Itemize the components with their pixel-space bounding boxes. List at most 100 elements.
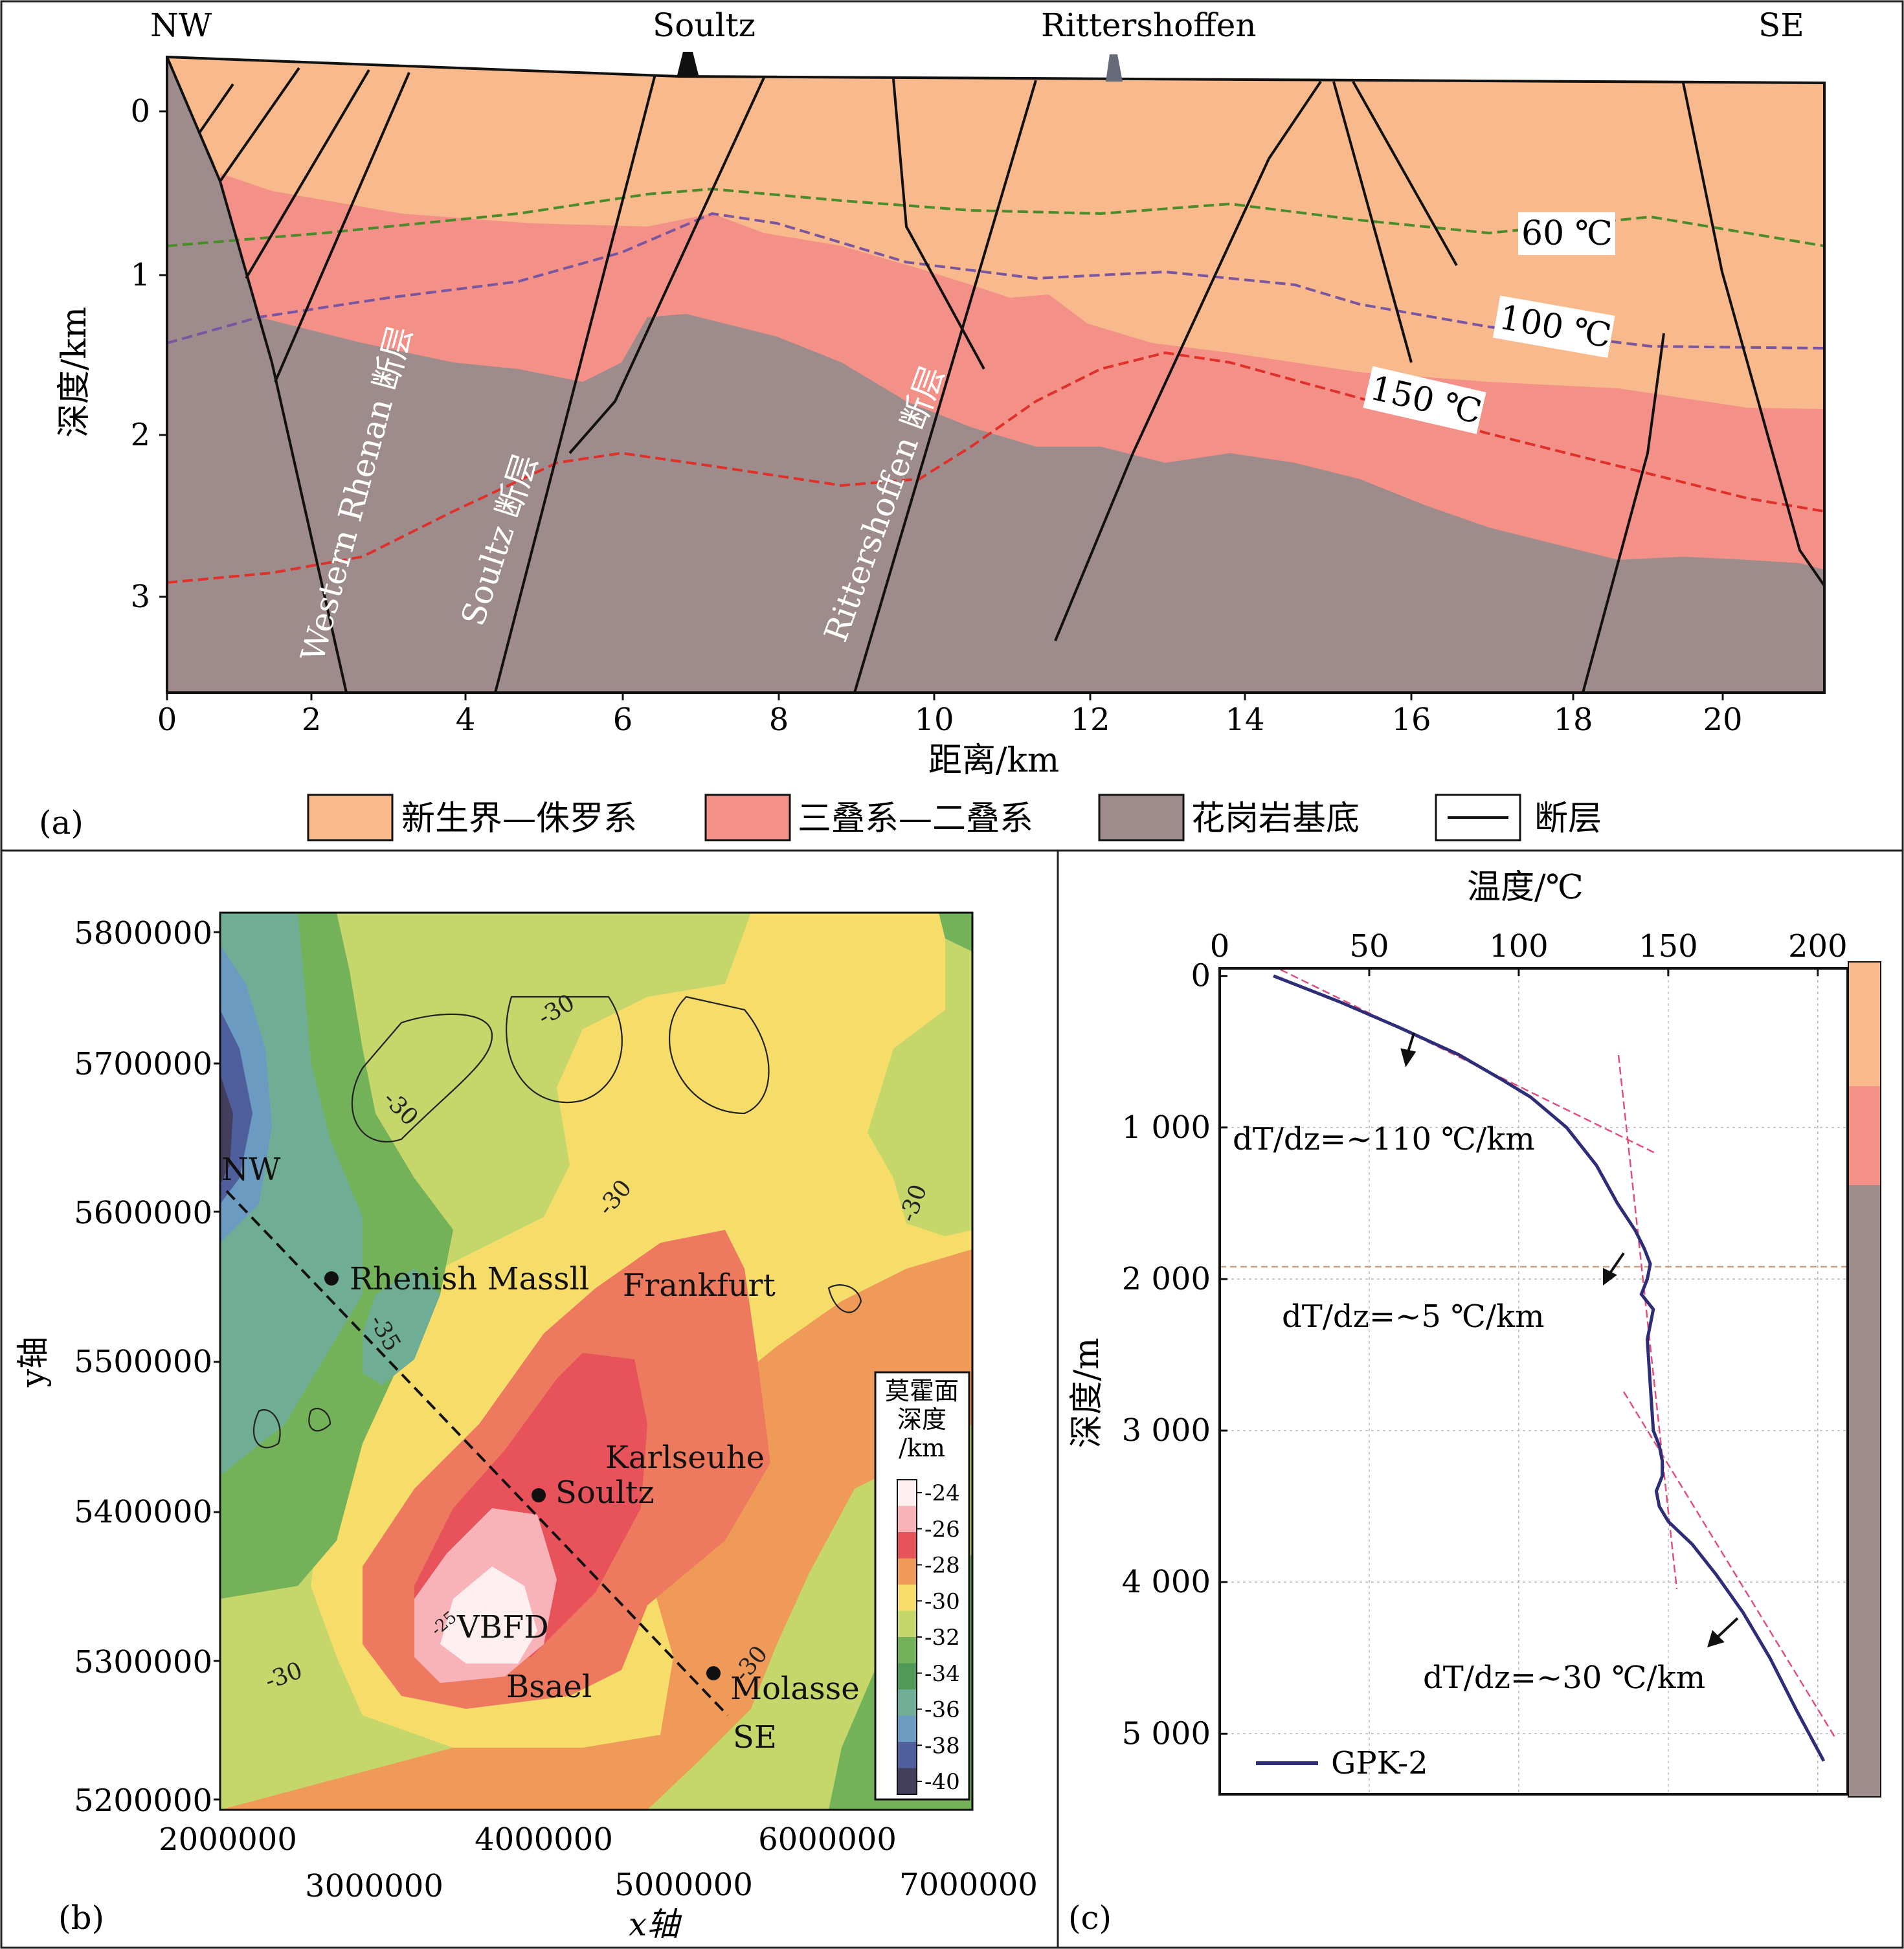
colorbar-label: -26: [924, 1517, 960, 1542]
legend-cenozoic: 新生界—侏罗系: [401, 799, 637, 838]
x-tick: 8: [769, 702, 789, 738]
profile-line: [225, 1190, 729, 1717]
colorbar-segment: [897, 1663, 917, 1690]
x-tick: 0: [157, 702, 177, 738]
x-tick: 150: [1639, 928, 1698, 964]
colorbar-label: -38: [924, 1733, 960, 1759]
colorbar-segment: [897, 1610, 917, 1638]
colorbar-label: -34: [924, 1661, 960, 1687]
panel-c-xlabel: 温度/℃: [1467, 868, 1584, 907]
strat-column: [1848, 961, 1881, 1798]
strat-frame: [1848, 961, 1881, 1798]
place-vbfd: VBFD: [456, 1609, 549, 1645]
x-tick: 100: [1489, 928, 1549, 964]
x-tick: 6000000: [758, 1821, 897, 1858]
place-karlseuhe: Karlseuhe: [605, 1440, 765, 1476]
fault-soultz: [494, 74, 656, 693]
colorbar-segment: [897, 1768, 917, 1795]
place-se: SE: [733, 1719, 777, 1755]
panel-a-x-tick-labels: 0 2 4 6 8 10 12 14 16 18 20: [157, 702, 1743, 738]
panel-a-y-ticks: [159, 110, 167, 598]
x-tick: 50: [1349, 928, 1389, 964]
colorbar-segment: [897, 1506, 917, 1533]
gradient-fit-lines: [1280, 968, 1837, 1739]
arrow-2: [1608, 1252, 1625, 1275]
isotherm-100: [167, 212, 1824, 350]
colorbar-segment: [897, 1715, 917, 1743]
panel-b-y-tick-labels: 5800000 5700000 5600000 5500000 5400000 …: [74, 915, 212, 1819]
panel-a-ylabel: 深度/km: [55, 307, 94, 438]
colorbar-segment: [897, 1532, 917, 1559]
fault-ritt-west: [892, 78, 985, 370]
fault-east-4: [1682, 82, 1824, 587]
moho-legend-title-1: 莫霍面: [885, 1377, 959, 1405]
legend-swatch-granite: [1098, 794, 1185, 841]
colorbar-label: -24: [924, 1480, 960, 1506]
place-frankfurt: Frankfurt: [623, 1267, 776, 1304]
y-tick: 2 000: [1122, 1261, 1211, 1297]
panel-c-ylabel: 深度/m: [1068, 1338, 1106, 1449]
y-tick: 5 000: [1122, 1715, 1211, 1752]
gradient-label-3: dT/dz=~30 ℃/km: [1423, 1660, 1705, 1696]
y-tick: 2: [130, 417, 150, 453]
x-tick: 3000000: [305, 1868, 443, 1904]
panel-b-xlabel: x轴: [629, 1906, 682, 1943]
fault-rittershoffen: [853, 80, 1037, 693]
moho-zone-24: [440, 1566, 537, 1664]
moho-zone-32-ne: [939, 913, 972, 952]
fault-east-2: [1332, 81, 1413, 363]
panel-a-x-ticks: [166, 693, 1724, 700]
y-tick: 5700000: [74, 1046, 212, 1082]
y-tick: 5400000: [74, 1494, 212, 1530]
panel-c-x-tick-labels: 0 50 100 150 200: [1210, 928, 1848, 964]
y-tick: 3: [130, 579, 150, 615]
moho-contours: [252, 996, 862, 1449]
y-tick: 5800000: [74, 915, 212, 952]
x-tick: 4: [456, 702, 476, 738]
rittershoffen-well-marker: [1106, 54, 1123, 82]
moho-zone-31-ne: [868, 913, 972, 1236]
y-tick: 5300000: [74, 1644, 212, 1680]
gradient-label-1: dT/dz=~110 ℃/km: [1233, 1121, 1535, 1157]
panel-b-place-labels: NW Rhenish Massll Frankfurt Karlseuhe So…: [221, 1152, 860, 1755]
moho-legend-title-2: 深度: [897, 1405, 946, 1434]
fault-nw-1: [198, 83, 234, 134]
label-se: SE: [1758, 6, 1804, 44]
colorbar-segment: [897, 1585, 917, 1611]
colorbar-segment: [897, 1742, 917, 1768]
fit-line-3: [1622, 1391, 1837, 1739]
gradient-arrows: [1400, 1032, 1739, 1647]
gradient-label-2: dT/dz=~5 ℃/km: [1282, 1298, 1545, 1335]
legend-fault: 断层: [1534, 799, 1602, 838]
x-tick: 18: [1553, 702, 1593, 738]
moho-colorbar-labels: -24 -26 -28 -30 -32 -34 -36 -38 -40: [924, 1480, 960, 1795]
colorbar-label: -40: [924, 1769, 960, 1795]
gradient-labels: dT/dz=~110 ℃/km dT/dz=~5 ℃/km dT/dz=~30 …: [1233, 1121, 1705, 1696]
gpk2-curve: [1273, 974, 1826, 1762]
panel-a-xlabel: 距离/km: [928, 741, 1059, 780]
place-rhenish: Rhenish Massll: [350, 1261, 589, 1297]
x-tick: 7000000: [899, 1867, 1038, 1903]
x-tick: 16: [1391, 702, 1431, 738]
moho-zone-40: [220, 1075, 233, 1185]
svg-text:60 ℃: 60 ℃: [1521, 214, 1613, 253]
label-rittershoffen-top: Rittershoffen: [1041, 6, 1257, 44]
moho-legend: 莫霍面 深度 /km -24 -26 -28 -30 -32 -34 -36 -38 -40: [874, 1371, 970, 1801]
label-nw: NW: [150, 6, 212, 44]
fault-east-3: [1352, 81, 1458, 266]
x-tick: 10: [914, 702, 954, 738]
y-tick: 1 000: [1122, 1109, 1211, 1146]
legend-swatch-triassic: [704, 794, 791, 841]
colorbar-segment: [897, 1637, 917, 1664]
fault-western-rhenan: [167, 56, 348, 693]
y-tick: 0: [1191, 958, 1211, 994]
moho-zone-31-sw: [220, 1657, 453, 1810]
place-bsael: Bsael: [506, 1669, 592, 1705]
fault-nw-3: [245, 69, 370, 280]
moho-legend-title-3: /km: [899, 1434, 945, 1462]
panel-b-ylabel: y轴: [14, 1337, 52, 1388]
y-tick: 5600000: [74, 1195, 212, 1231]
colorbar-segment: [897, 1689, 917, 1716]
moho-legend-box: [874, 1371, 970, 1801]
